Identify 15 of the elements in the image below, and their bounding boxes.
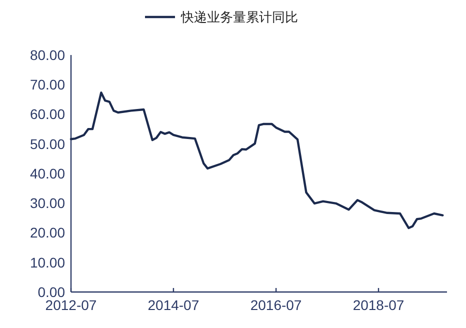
- legend-label: 快递业务量累计同比: [180, 10, 298, 25]
- y-tick-label: 0.00: [38, 284, 66, 300]
- y-tick-label: 20.00: [30, 224, 66, 241]
- line-series: [70, 92, 444, 230]
- y-tick-label: 10.00: [30, 254, 66, 270]
- y-tick-label: 80.00: [30, 46, 66, 63]
- y-tick-label: 60.00: [30, 106, 66, 122]
- y-tick-label: 50.00: [30, 136, 66, 152]
- x-tick-label: 2012-07: [45, 297, 97, 313]
- x-tick-label: 2016-07: [250, 297, 302, 313]
- x-tick-label: 2018-07: [352, 297, 404, 313]
- y-tick-label: 70.00: [30, 76, 66, 93]
- x-tick-label: 2014-07: [148, 297, 200, 313]
- y-tick-label: 30.00: [30, 195, 66, 212]
- y-tick-label: 40.00: [30, 165, 66, 182]
